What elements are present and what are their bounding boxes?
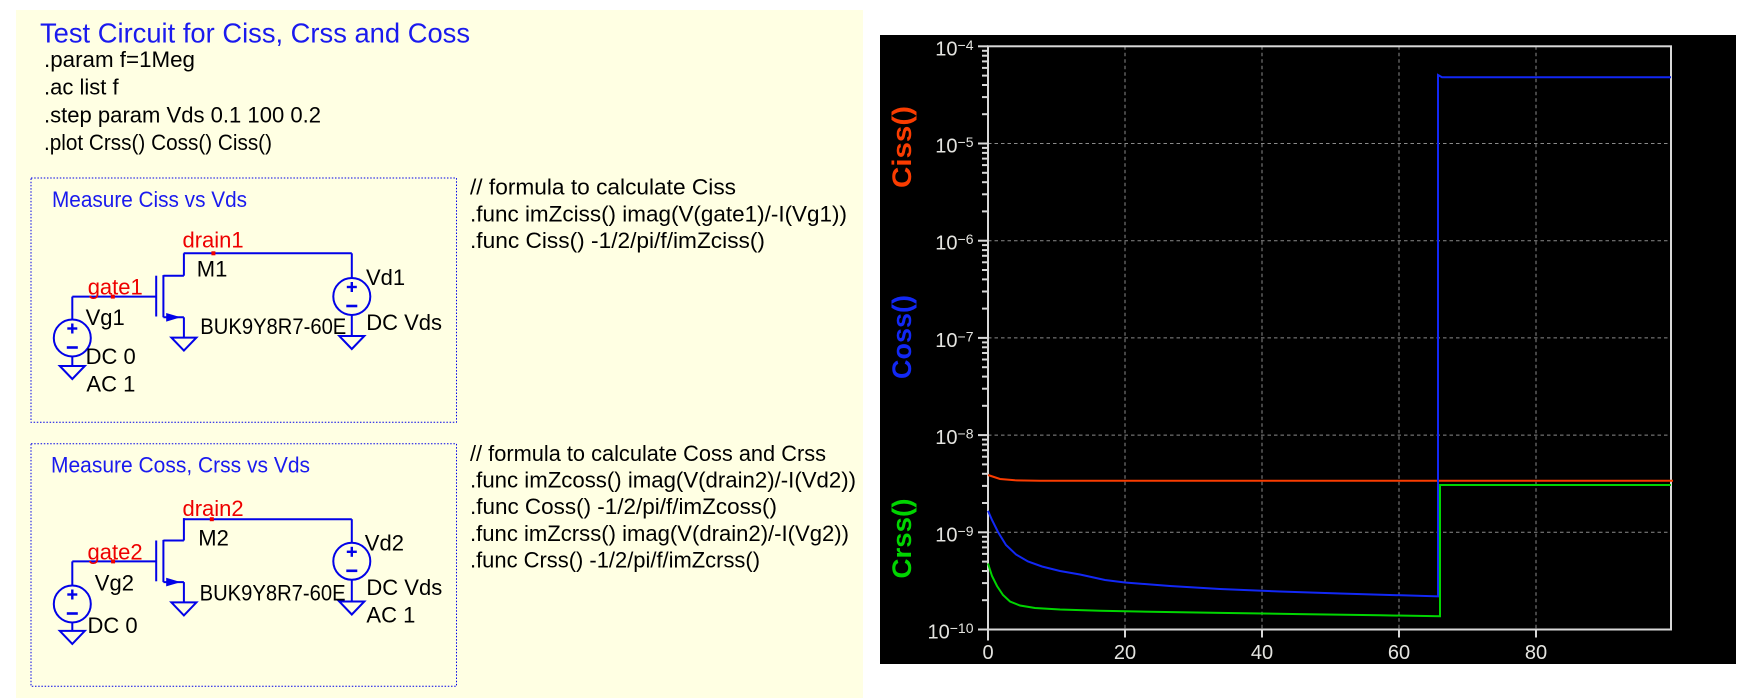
svg-text:.func imZcoss() imag(V(drain2): .func imZcoss() imag(V(drain2)/-I(Vd2)) [470, 468, 856, 493]
svg-text:M2: M2 [198, 526, 229, 551]
svg-text:Ciss(): Ciss() [887, 106, 917, 188]
svg-text:80: 80 [1525, 642, 1547, 664]
svg-text:Vd1: Vd1 [366, 265, 405, 290]
svg-text:60: 60 [1388, 642, 1410, 664]
svg-text:.func imZciss() imag(V(gate1)/: .func imZciss() imag(V(gate1)/-I(Vg1)) [470, 201, 847, 226]
svg-text:// formula to calculate Coss a: // formula to calculate Coss and Crss [470, 441, 826, 466]
svg-text:.ac list f: .ac list f [44, 75, 119, 100]
svg-text:Measure Ciss vs Vds: Measure Ciss vs Vds [52, 187, 247, 212]
svg-text:Vg1: Vg1 [86, 305, 125, 330]
svg-text:.func Coss() -1/2/pi/f/imZcoss: .func Coss() -1/2/pi/f/imZcoss() [470, 494, 777, 519]
svg-text:// formula to calculate Ciss: // formula to calculate Ciss [470, 175, 736, 200]
svg-text:AC 1: AC 1 [86, 372, 135, 397]
svg-text:Vg2: Vg2 [95, 571, 134, 596]
svg-text:DC Vds: DC Vds [366, 575, 442, 600]
svg-text:drain1: drain1 [183, 227, 244, 252]
svg-text:DC 0: DC 0 [88, 613, 138, 638]
svg-text:0: 0 [982, 642, 993, 664]
svg-text:Vd2: Vd2 [365, 531, 404, 556]
svg-text:.func Ciss() -1/2/pi/f/imZciss: .func Ciss() -1/2/pi/f/imZciss() [470, 228, 765, 253]
svg-text:gate1: gate1 [88, 275, 143, 300]
svg-text:Test Circuit for Ciss, Crss an: Test Circuit for Ciss, Crss and Coss [40, 18, 470, 49]
svg-text:BUK9Y8R7-60E: BUK9Y8R7-60E [200, 580, 346, 605]
svg-text:AC 1: AC 1 [366, 603, 415, 628]
svg-text:drain2: drain2 [183, 496, 244, 521]
svg-text:M1: M1 [197, 257, 228, 282]
svg-text:Measure Coss, Crss vs Vds: Measure Coss, Crss vs Vds [51, 453, 310, 478]
svg-text:DC Vds: DC Vds [366, 310, 442, 335]
svg-text:Crss(): Crss() [887, 499, 917, 579]
svg-text:BUK9Y8R7-60E: BUK9Y8R7-60E [200, 314, 346, 339]
svg-text:.step param Vds 0.1 100 0.2: .step param Vds 0.1 100 0.2 [44, 102, 321, 127]
svg-text:Coss(): Coss() [887, 295, 917, 379]
svg-text:.param f=1Meg: .param f=1Meg [44, 47, 195, 72]
svg-text:40: 40 [1251, 642, 1273, 664]
svg-text:.plot Crss() Coss() Ciss(): .plot Crss() Coss() Ciss() [44, 130, 272, 155]
svg-text:20: 20 [1114, 642, 1136, 664]
svg-text:gate2: gate2 [88, 539, 143, 564]
svg-text:DC 0: DC 0 [86, 344, 136, 369]
svg-text:.func imZcrss() imag(V(drain2): .func imZcrss() imag(V(drain2)/-I(Vg2)) [470, 521, 849, 546]
svg-text:.func Crss() -1/2/pi/f/imZcrss: .func Crss() -1/2/pi/f/imZcrss() [470, 547, 760, 572]
